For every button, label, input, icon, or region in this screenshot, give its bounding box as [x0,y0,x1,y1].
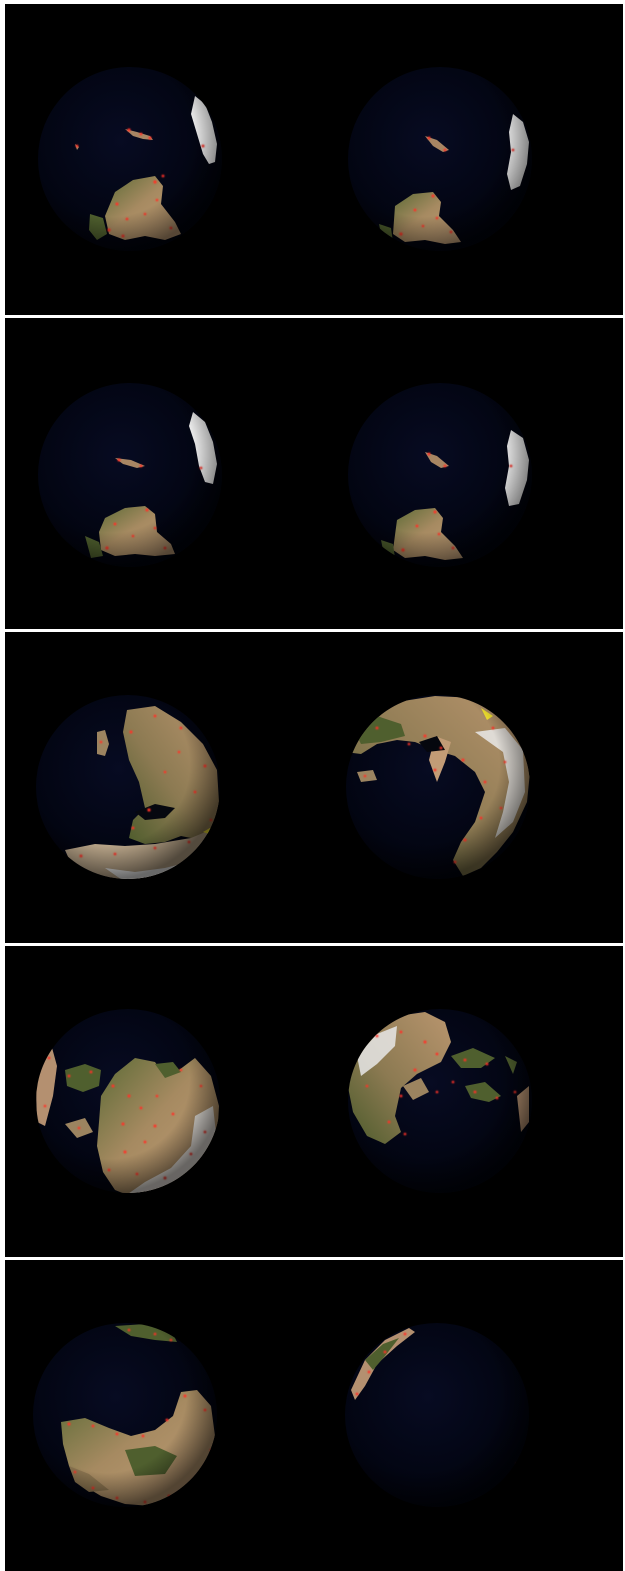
frame-3-canvas [36,695,530,879]
globe-1a [38,67,222,251]
globe-3b [346,695,530,879]
frame-3 [5,632,623,943]
frame-2-canvas [38,383,532,567]
globe-5a [33,1323,217,1507]
globe-3a [36,695,220,879]
frame-4-canvas [36,1009,532,1193]
globe-4b [348,1009,532,1193]
globe-2a [38,383,222,567]
frame-2 [5,318,623,629]
globe-4a [36,1009,220,1193]
frame-1 [5,4,623,315]
globe-1b [348,67,532,251]
frame-1-canvas [38,67,532,251]
globe-2b [348,383,532,567]
globe-5b [345,1323,529,1507]
frame-4 [5,946,623,1257]
frame-5-canvas [33,1323,529,1507]
frame-5 [5,1260,623,1571]
